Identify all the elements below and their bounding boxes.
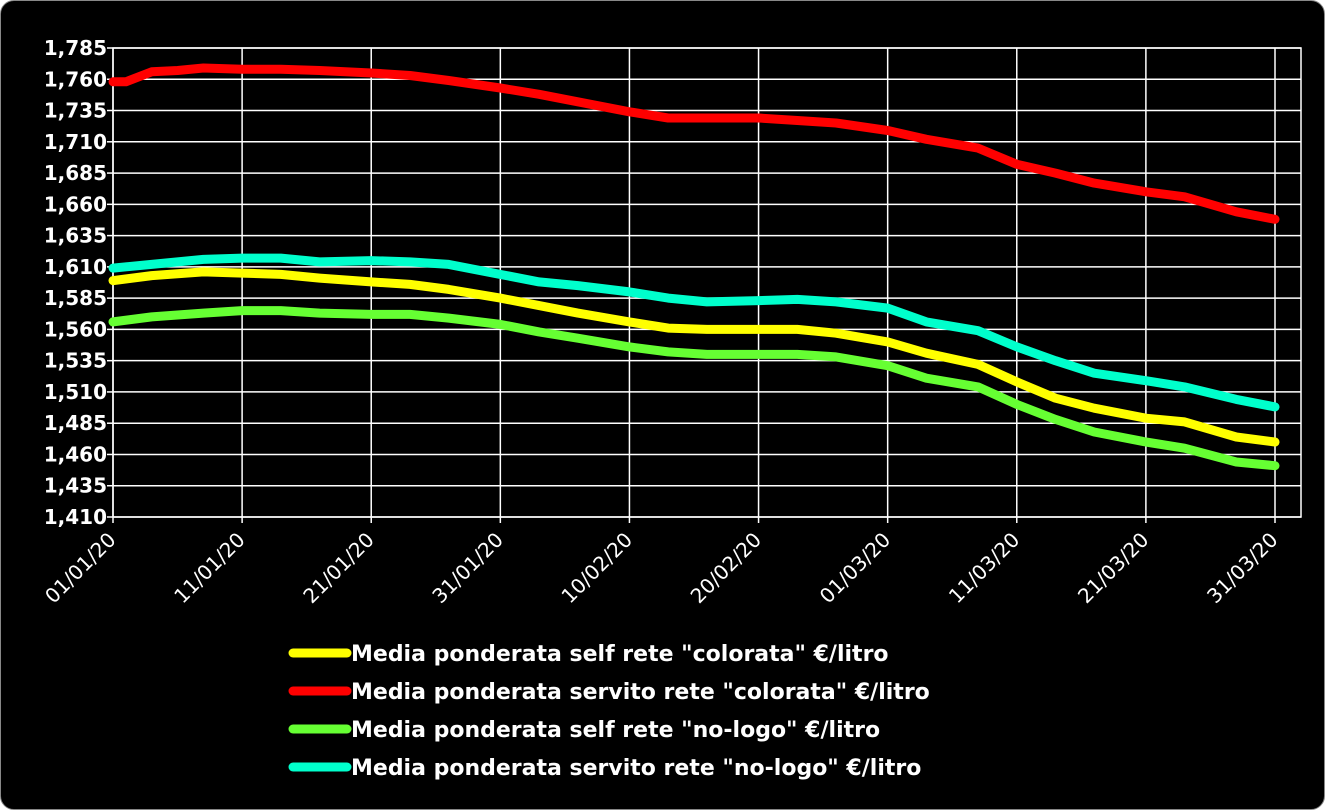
y-tick-label: 1,410 — [44, 505, 107, 529]
y-tick-label: 1,610 — [44, 255, 107, 279]
y-tick-label: 1,485 — [44, 411, 107, 435]
x-tick-label: 01/01/20 — [40, 528, 120, 608]
x-tick-label: 21/03/20 — [1073, 528, 1153, 608]
y-tick-label: 1,660 — [44, 192, 107, 216]
series-lines — [108, 63, 1280, 471]
y-tick-label: 1,510 — [44, 380, 107, 404]
x-tick-label: 11/01/20 — [169, 528, 249, 608]
y-tick-label: 1,460 — [44, 442, 107, 466]
y-tick-label: 1,710 — [44, 130, 107, 154]
x-tick-label: 11/03/20 — [944, 528, 1024, 608]
legend-label-2: Media ponderata servito rete "colorata" … — [351, 680, 930, 705]
y-tick-label: 1,735 — [44, 99, 107, 123]
legend: Media ponderata self rete "colorata" €/l… — [288, 642, 930, 781]
x-tick-label: 31/03/20 — [1202, 528, 1282, 608]
plot-area — [112, 47, 1302, 518]
y-tick-label: 1,585 — [44, 286, 107, 310]
y-axis-ticks: 1,785 1,760 1,735 1,710 1,685 1,660 1,635 1,610… — [44, 36, 113, 529]
legend-label-1: Media ponderata self rete "colorata" €/l… — [351, 642, 889, 667]
x-axis-ticks: 01/01/20 11/01/20 21/01/20 31/01/20 10/02/20… — [40, 517, 1283, 608]
x-tick-label: 20/02/20 — [686, 528, 766, 608]
y-tick-label: 1,535 — [44, 349, 107, 373]
x-tick-label: 01/03/20 — [815, 528, 895, 608]
x-tick-label: 21/01/20 — [298, 528, 378, 608]
series-line-1 — [108, 267, 1280, 447]
y-tick-label: 1,785 — [44, 36, 107, 60]
x-tick-label: 31/01/20 — [427, 528, 507, 608]
y-tick-label: 1,760 — [44, 67, 107, 91]
series-line-2 — [108, 63, 1280, 224]
series-line-4 — [108, 253, 1280, 412]
y-tick-label: 1,685 — [44, 161, 107, 185]
y-tick-label: 1,635 — [44, 224, 107, 248]
series-line-3 — [108, 306, 1280, 471]
x-tick-label: 10/02/20 — [556, 528, 636, 608]
legend-label-3: Media ponderata self rete "no-logo" €/li… — [351, 718, 880, 743]
y-tick-label: 1,560 — [44, 317, 107, 341]
y-tick-label: 1,435 — [44, 474, 107, 498]
legend-label-4: Media ponderata servito rete "no-logo" €… — [351, 756, 921, 781]
